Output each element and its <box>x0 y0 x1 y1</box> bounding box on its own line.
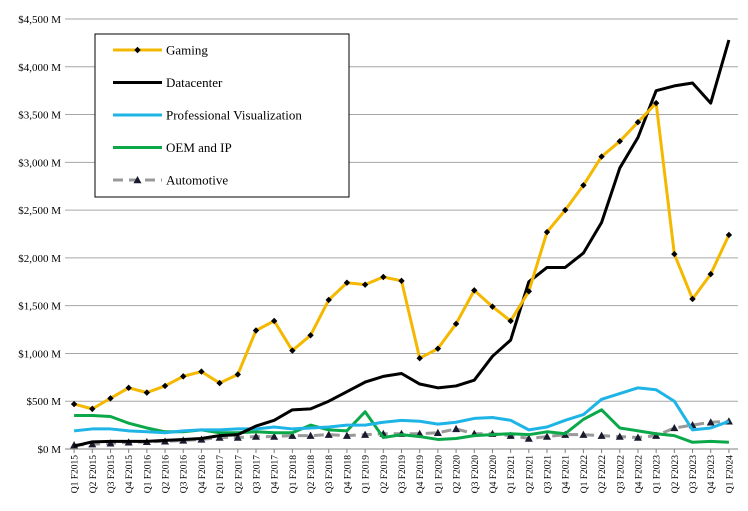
x-tick-label: Q2 F2018 <box>307 455 317 494</box>
x-tick-label: Q3 F2021 <box>544 455 554 494</box>
x-tick-label: Q2 F2019 <box>380 455 390 494</box>
x-tick-label: Q3 F2022 <box>616 455 626 494</box>
y-tick-label: $4,500 M <box>18 14 61 26</box>
y-tick-label: $500 M <box>26 396 61 408</box>
x-tick-label: Q2 F2017 <box>234 455 244 494</box>
series-line <box>74 410 729 442</box>
series-professional-visualization <box>74 388 729 433</box>
x-tick-label: Q2 F2020 <box>453 455 463 494</box>
x-tick-label: Q1 F2016 <box>143 455 153 494</box>
series-oem-and-ip <box>74 410 729 442</box>
x-tick-label: Q4 F2022 <box>634 455 644 494</box>
x-tick-label: Q4 F2020 <box>489 455 499 494</box>
x-tick-label: Q4 F2019 <box>416 455 426 494</box>
legend-label: Automotive <box>166 173 228 188</box>
x-tick-label: Q1 F2024 <box>725 455 735 494</box>
x-tick-label: Q3 F2015 <box>107 455 117 494</box>
series-line <box>74 388 729 433</box>
x-tick-label: Q3 F2020 <box>471 455 481 494</box>
x-tick-label: Q2 F2023 <box>671 455 681 494</box>
x-tick-label: Q4 F2016 <box>198 455 208 494</box>
x-tick-label: Q1 F2017 <box>216 455 226 494</box>
y-tick-label: $2,000 M <box>18 253 61 265</box>
x-tick-label: Q4 F2023 <box>707 455 717 494</box>
y-tick-label: $0 M <box>37 444 61 456</box>
x-tick-label: Q1 F2022 <box>580 455 590 494</box>
x-tick-label: Q2 F2015 <box>89 455 99 494</box>
legend-label: Datacenter <box>166 75 223 90</box>
chart: $0 M $500 M $1,000 M $1,500 M $2,000 M $2,500… <box>0 0 748 511</box>
data-point <box>71 401 77 407</box>
x-tick-label: Q4 F2018 <box>343 455 353 494</box>
y-axis: $0 M $500 M $1,000 M $1,500 M $2,000 M $2,500… <box>18 14 61 456</box>
y-tick-label: $2,500 M <box>18 205 61 217</box>
y-tick-label: $1,500 M <box>18 301 61 313</box>
x-tick-label: Q1 F2018 <box>289 455 299 494</box>
y-tick-label: $3,500 M <box>18 110 61 122</box>
x-tick-label: Q3 F2018 <box>325 455 335 494</box>
x-tick-label: Q4 F2015 <box>125 455 135 494</box>
x-tick-label: Q3 F2019 <box>398 455 408 494</box>
y-tick-label: $4,000 M <box>18 62 61 74</box>
y-tick-label: $1,000 M <box>18 348 61 360</box>
legend-label: OEM and IP <box>166 140 232 155</box>
x-tick-label: Q3 F2017 <box>252 455 262 494</box>
x-tick-label: Q3 F2016 <box>180 455 190 494</box>
y-tick-label: $3,000 M <box>18 157 61 169</box>
x-tick-label: Q2 F2016 <box>162 455 172 494</box>
data-point <box>398 278 404 284</box>
x-tick-label: Q1 F2020 <box>434 455 444 494</box>
legend-label: Professional Visualization <box>166 108 302 123</box>
legend: Gaming Datacenter Professional Visualizati… <box>95 34 349 197</box>
x-tick-label: Q1 F2015 <box>71 455 81 494</box>
x-tick-label: Q1 F2019 <box>362 455 372 494</box>
x-tick-label: Q2 F2021 <box>525 455 535 494</box>
x-tick-label: Q4 F2021 <box>562 455 572 494</box>
x-tick-label: Q2 F2022 <box>598 455 608 494</box>
x-axis: Q1 F2015 Q2 F2015 Q3 F2015 Q4 F2015 Q1 F2016… <box>71 449 736 493</box>
x-tick-label: Q1 F2021 <box>507 455 517 494</box>
x-tick-label: Q1 F2023 <box>653 455 663 494</box>
x-tick-label: Q4 F2017 <box>271 455 281 494</box>
x-tick-label: Q3 F2023 <box>689 455 699 494</box>
legend-label: Gaming <box>166 43 208 58</box>
